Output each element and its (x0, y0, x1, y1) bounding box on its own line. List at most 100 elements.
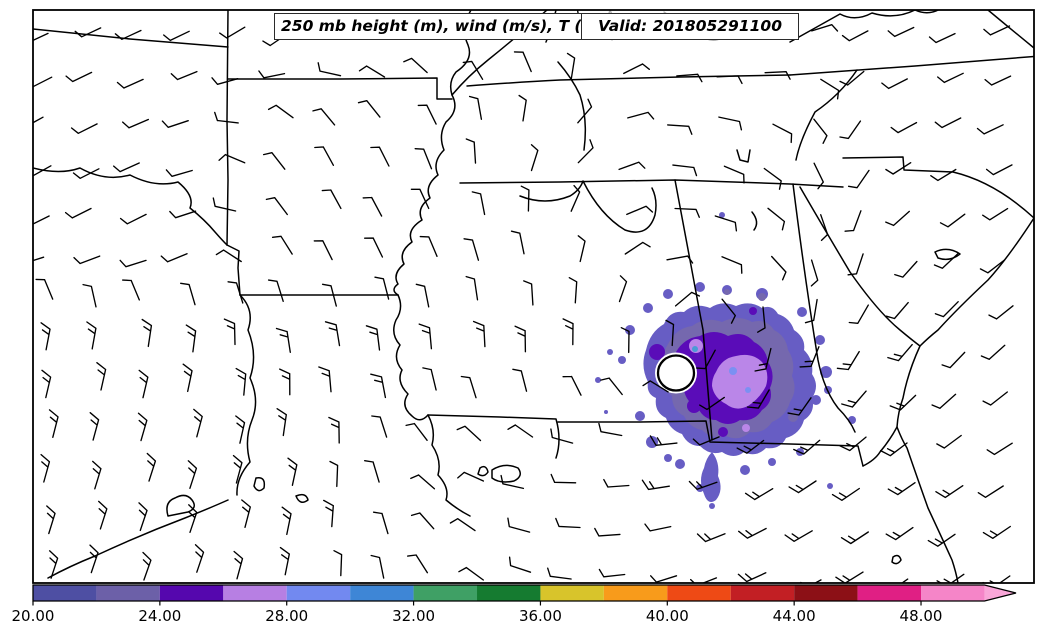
wind-barb (848, 304, 869, 324)
wind-barb (113, 162, 140, 173)
wind-barb (165, 169, 193, 177)
wind-barb (318, 366, 332, 393)
wind-barb (96, 362, 107, 391)
wind-barb (219, 26, 246, 39)
wind-barb (577, 139, 594, 164)
wind-barb (119, 213, 147, 225)
wind-barb (603, 478, 630, 488)
wind-barb (323, 499, 334, 528)
wind-barb (227, 281, 244, 304)
wind-barb (977, 485, 1004, 498)
wind-barb (142, 551, 152, 581)
wind-barb (233, 550, 244, 580)
wind-barb (787, 397, 812, 416)
wind-barb (218, 153, 246, 164)
wind-barb (839, 70, 865, 86)
filled-contour-region (595, 212, 856, 509)
wind-barb (811, 24, 839, 32)
wind-barb (839, 436, 867, 452)
wind-barb (313, 240, 333, 261)
wind-barb (321, 189, 342, 210)
wind-barb (627, 111, 655, 120)
wind-barb (328, 416, 340, 444)
wind-barb (676, 73, 703, 83)
wind-barb (74, 27, 102, 38)
wind-barb (211, 77, 239, 85)
wind-barb (114, 29, 142, 40)
wind-barb (41, 369, 52, 399)
wind-barb (463, 238, 480, 261)
wind-barb (641, 479, 670, 491)
wind-barb (813, 118, 828, 144)
wind-barb (122, 118, 149, 129)
wind-barb (122, 279, 140, 301)
wind-barb (70, 123, 98, 134)
wind-barb (771, 255, 787, 281)
wind-barb (894, 260, 918, 278)
wind-barb (215, 249, 242, 263)
wind-barb (887, 482, 916, 496)
wind-barb (279, 368, 291, 396)
colorbar-segment (794, 585, 858, 601)
wind-barb (513, 51, 532, 73)
wind-barb (721, 256, 743, 274)
wind-barb (33, 76, 53, 88)
wind-barb (514, 325, 527, 353)
wind-barb (566, 52, 576, 80)
wind-barb (64, 207, 92, 219)
wind-barb (692, 436, 720, 446)
wind-barb (372, 511, 389, 535)
wind-barb (885, 301, 909, 320)
wind-barb (460, 375, 477, 399)
wind-barb (570, 184, 581, 212)
wind-barb (329, 460, 339, 488)
wind-barb (92, 460, 102, 490)
wind-barb (577, 235, 586, 263)
wind-barb (403, 57, 428, 74)
wind-barb (799, 346, 820, 368)
wind-barb (618, 161, 646, 171)
wind-barb (235, 415, 246, 444)
wind-barb (737, 572, 767, 583)
wind-barb (187, 460, 198, 489)
wind-barb (927, 533, 956, 547)
colorbar-segment (33, 585, 97, 601)
wind-barb (258, 70, 286, 79)
wind-barb (275, 327, 291, 353)
wind-barb (788, 480, 817, 494)
wind-barb (562, 318, 574, 346)
wind-barb (468, 95, 483, 120)
wind-barb (405, 422, 428, 441)
wind-barb (235, 367, 247, 396)
wind-barb (674, 291, 701, 307)
colorbar-extend-arrow (984, 585, 1016, 601)
wind-barb (714, 215, 738, 232)
wind-barb (119, 259, 147, 268)
wind-barb (764, 71, 791, 80)
wind-barb (887, 343, 913, 362)
wind-barb (530, 144, 539, 172)
wind-barb (194, 544, 205, 573)
wind-barb (267, 279, 284, 302)
wind-barb (40, 453, 51, 483)
wind-barb (418, 323, 433, 350)
wind-barb (723, 165, 745, 184)
wind-barb (594, 527, 621, 537)
wind-barb (86, 321, 97, 350)
wind-barb (116, 78, 144, 89)
wind-barb (890, 121, 918, 134)
contour-level-28-30 (729, 367, 751, 393)
wind-barb (188, 504, 198, 533)
wind-barb (362, 196, 383, 217)
wind-barb (510, 230, 525, 255)
wind-barb (982, 207, 1009, 221)
wind-barb (810, 259, 819, 287)
wind-barb (414, 148, 433, 170)
wind-barb (48, 550, 59, 579)
wind-barb (642, 380, 669, 393)
wind-barb (547, 567, 572, 580)
wind-barb (422, 367, 437, 391)
wind-barb (976, 124, 1004, 135)
wind-barb (847, 169, 870, 189)
height-contour-hole (655, 352, 697, 394)
